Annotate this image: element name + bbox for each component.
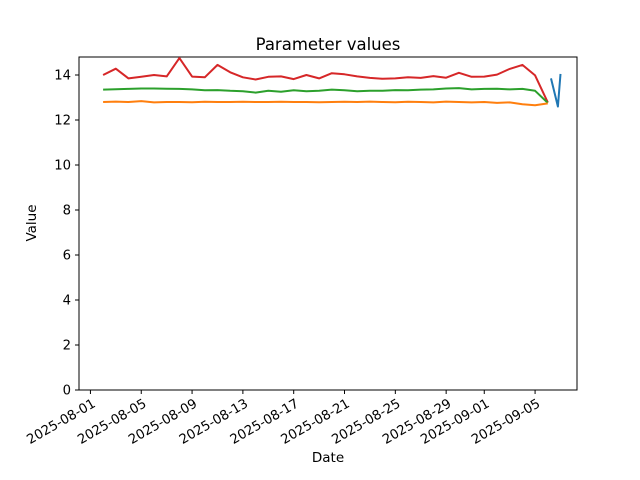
chart-title: Parameter values bbox=[256, 35, 401, 54]
y-tick-label: 0 bbox=[63, 384, 71, 399]
series-line-orange bbox=[103, 100, 548, 107]
y-tick-label: 2 bbox=[63, 339, 71, 354]
series-line-blue bbox=[550, 73, 562, 108]
plot-area: 024681012142025-08-012025-08-052025-08-0… bbox=[25, 56, 578, 448]
series-line-red bbox=[102, 57, 549, 103]
x-axis-label: Date bbox=[312, 450, 344, 466]
y-axis-label: Value bbox=[24, 204, 40, 241]
axes-frame bbox=[78, 56, 578, 391]
series-line-green bbox=[103, 87, 549, 104]
y-tick-label: 6 bbox=[63, 249, 71, 264]
y-tick-label: 14 bbox=[54, 69, 71, 84]
y-tick-label: 10 bbox=[54, 159, 71, 174]
y-tick-label: 4 bbox=[63, 294, 71, 309]
y-tick-label: 12 bbox=[54, 114, 71, 129]
y-tick-label: 8 bbox=[63, 204, 71, 219]
